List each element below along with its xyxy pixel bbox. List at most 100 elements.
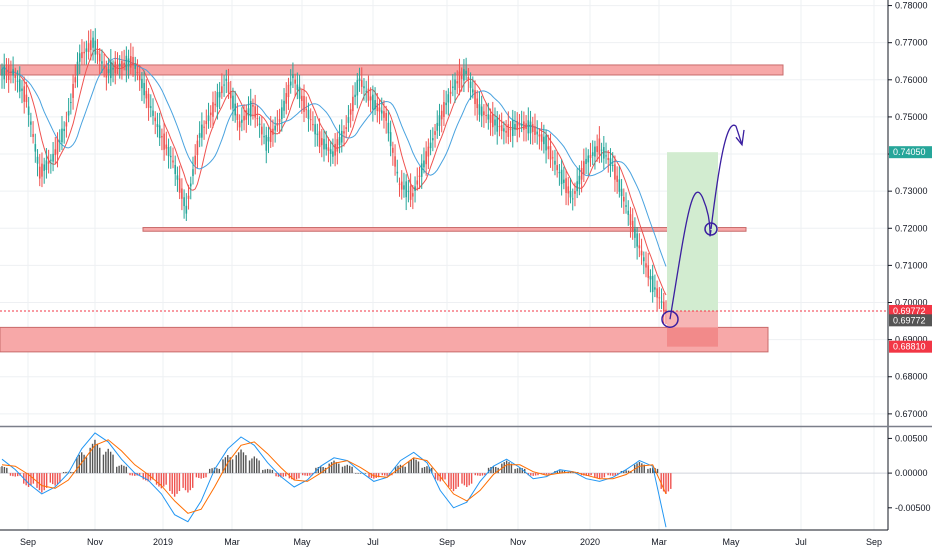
macd-histogram-bar <box>264 469 266 474</box>
candle-body <box>223 84 225 86</box>
macd-histogram-bar <box>649 468 652 474</box>
macd-histogram-bar <box>317 466 320 474</box>
candle-body <box>67 110 70 116</box>
macd-histogram-bar <box>466 473 468 487</box>
candle-body <box>318 131 321 148</box>
candle-body <box>54 149 57 156</box>
macd-histogram-bar <box>291 473 293 480</box>
candle-body <box>505 130 507 133</box>
macd-histogram-bar <box>1 466 3 474</box>
candle-body <box>400 181 403 190</box>
resistance-zone[interactable] <box>0 64 784 76</box>
macd-histogram-bar <box>341 466 344 474</box>
candle-body <box>389 132 392 147</box>
candle-body <box>52 153 54 162</box>
candle-body <box>187 195 190 199</box>
macd-histogram-bar <box>556 470 559 474</box>
macd-histogram-bar <box>627 470 630 474</box>
macd-histogram-bar <box>386 473 388 476</box>
macd-histogram-bar <box>187 473 189 493</box>
macd-y-tick-label: -0.00500 <box>895 503 931 513</box>
macd-histogram-bar <box>224 457 227 474</box>
macd-histogram-bar <box>14 473 16 477</box>
candle-body <box>587 155 590 163</box>
macd-histogram-bar <box>123 465 125 474</box>
price-zones[interactable] <box>0 64 784 353</box>
y-tick-label: 0.68000 <box>895 372 928 382</box>
macd-histogram-bar <box>271 469 274 474</box>
candle-body <box>503 128 505 132</box>
candle-body <box>94 40 97 55</box>
macd-histogram-bar <box>328 463 330 474</box>
candle-body <box>252 104 254 107</box>
macd-histogram-bar <box>25 473 27 486</box>
candle-body <box>207 115 210 121</box>
macd-histogram-bar <box>417 461 420 474</box>
candle-body <box>529 121 532 134</box>
macd-histogram-bar <box>235 455 237 474</box>
candle-body <box>662 301 665 312</box>
candle-body <box>234 103 236 116</box>
candle-body <box>445 102 447 106</box>
projection-arrow-path[interactable] <box>710 124 743 230</box>
candle-body <box>614 164 616 180</box>
candle-body <box>143 82 145 96</box>
macd-histogram-bar <box>399 464 402 474</box>
macd-histogram-bar <box>638 462 641 474</box>
candle-body <box>254 106 256 118</box>
macd-histogram-bar <box>359 473 362 474</box>
macd-histogram-bar <box>667 473 670 492</box>
candle-body <box>281 107 283 120</box>
macd-histogram-bar <box>381 473 384 476</box>
candle-body <box>651 275 654 293</box>
candlesticks <box>1 28 667 325</box>
macd-histogram-bar <box>598 473 601 479</box>
macd-histogram-bar <box>348 465 351 474</box>
candle-body <box>287 84 290 98</box>
candle-body <box>467 77 470 81</box>
projection-path[interactable] <box>669 191 712 320</box>
candle-body <box>125 55 128 71</box>
macd-histogram-bar <box>607 473 609 476</box>
candle-body <box>487 114 490 120</box>
candle-body <box>496 117 499 132</box>
entry-circle-marker[interactable] <box>661 310 679 328</box>
macd-histogram-bar <box>426 466 428 474</box>
y-tick-label: 0.73000 <box>895 186 928 196</box>
candle-body <box>10 71 12 73</box>
support-zone[interactable] <box>142 227 747 232</box>
candle-body <box>345 127 348 129</box>
macd-histogram-bar <box>160 473 163 489</box>
user-drawings[interactable] <box>661 124 745 328</box>
macd-histogram-bar <box>192 473 194 488</box>
candle-body <box>249 101 252 117</box>
macd-histogram-bar <box>609 473 612 476</box>
candle-body <box>152 110 154 116</box>
candle-body <box>38 166 41 179</box>
candle-body <box>30 121 32 125</box>
macd-histogram-bar <box>492 466 495 474</box>
macd-histogram-bar <box>468 473 470 486</box>
candle-body <box>216 92 219 108</box>
x-tick-label: 2019 <box>153 537 173 547</box>
candle-body <box>305 109 308 111</box>
candle-body <box>489 114 492 123</box>
candle-body <box>380 110 383 114</box>
macd-histogram-bar <box>503 462 505 474</box>
retest-circle-marker[interactable] <box>704 222 718 236</box>
candle-body <box>5 70 8 75</box>
price-tag-label: 0.68810 <box>893 342 926 352</box>
long-position-tool[interactable] <box>0 152 888 347</box>
candle-body <box>465 70 467 75</box>
candle-body <box>178 178 181 193</box>
x-tick-label: Sep <box>20 537 36 547</box>
candle-body <box>161 136 163 138</box>
demand-zone[interactable] <box>0 326 769 353</box>
candle-body <box>412 193 414 197</box>
candle-body <box>640 250 643 256</box>
x-tick-label: 2020 <box>580 537 600 547</box>
candle-body <box>494 119 496 126</box>
macd-histogram-bar <box>423 466 426 474</box>
macd-histogram-bar <box>182 473 184 488</box>
